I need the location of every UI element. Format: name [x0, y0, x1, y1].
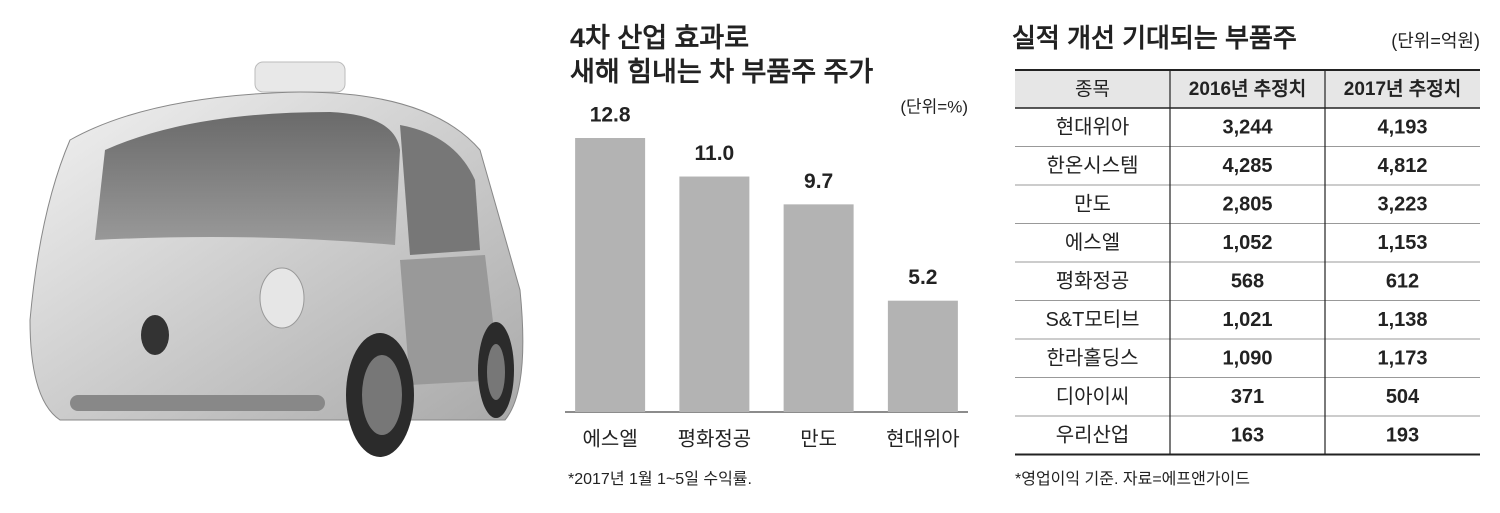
header-cell: 종목 — [1075, 79, 1110, 100]
x-tick-label: 평화정공 — [678, 427, 752, 450]
header-cell: 2017년 추정치 — [1344, 78, 1461, 100]
bar — [887, 300, 958, 412]
chart-note: *2017년 1월 1~5일 수익률. — [568, 470, 752, 488]
table-cell: 163 — [1231, 425, 1264, 447]
table-cell: 평화정공 — [1056, 270, 1130, 293]
table-cell: 568 — [1231, 271, 1264, 293]
table-cell: 에스엘 — [1065, 231, 1120, 254]
table-cell: 612 — [1386, 271, 1419, 293]
x-tick-label: 에스엘 — [583, 427, 638, 450]
table-cell: 504 — [1386, 386, 1420, 408]
table-cell: 371 — [1231, 386, 1264, 408]
table-cell: 우리산업 — [1056, 424, 1130, 447]
table-cell: 만도 — [1074, 193, 1111, 216]
table-cell: 4,193 — [1377, 117, 1427, 139]
table-cell: 1,153 — [1377, 232, 1427, 254]
table-cell: 3,244 — [1222, 117, 1273, 139]
chart-title: 4차 산업 효과로 — [570, 23, 749, 53]
table-unit: (단위=억원) — [1391, 31, 1480, 51]
value-label: 12.8 — [590, 104, 631, 127]
bar — [783, 204, 854, 412]
table-cell: 193 — [1386, 425, 1419, 447]
table-cell: 1,173 — [1377, 348, 1427, 370]
table-cell: 1,052 — [1222, 232, 1272, 254]
table-title: 실적 개선 기대되는 부품주 — [1012, 23, 1297, 53]
car-illustration — [29, 61, 524, 457]
table-cell: 현대위아 — [1056, 116, 1130, 139]
chart-title: 새해 힘내는 차 부품주 주가 — [570, 57, 873, 87]
table-note: *영업이익 기준. 자료=에프앤가이드 — [1015, 470, 1250, 488]
value-label: 11.0 — [695, 142, 735, 165]
table-cell: S&T모티브 — [1045, 308, 1139, 331]
table-cell: 4,812 — [1377, 155, 1427, 177]
header-cell: 2016년 추정치 — [1189, 78, 1306, 100]
table-cell: 한온시스템 — [1047, 154, 1139, 177]
table-cell: 1,021 — [1222, 309, 1272, 331]
table-cell: 한라홀딩스 — [1047, 347, 1139, 370]
header-bg — [1015, 70, 1480, 108]
table-cell: 1,138 — [1377, 309, 1427, 331]
bar — [679, 176, 750, 412]
x-tick-label: 현대위아 — [886, 427, 960, 450]
table-cell: 3,223 — [1377, 194, 1427, 216]
value-label: 9.7 — [804, 170, 833, 193]
chart-unit: (단위=%) — [900, 97, 968, 116]
data-table: 실적 개선 기대되는 부품주 (단위=억원) *영업이익 기준. 자료=에프앤가… — [1012, 23, 1480, 488]
table-cell: 디아이씨 — [1056, 385, 1130, 408]
table-cell: 4,285 — [1222, 155, 1272, 177]
table-cell: 2,805 — [1222, 194, 1272, 216]
bar — [575, 138, 646, 412]
value-label: 5.2 — [908, 266, 937, 289]
table-cell: 1,090 — [1222, 348, 1272, 370]
x-tick-label: 만도 — [800, 427, 837, 450]
bar-chart: 4차 산업 효과로 새해 힘내는 차 부품주 주가 (단위=%) *2017년 … — [565, 23, 968, 488]
